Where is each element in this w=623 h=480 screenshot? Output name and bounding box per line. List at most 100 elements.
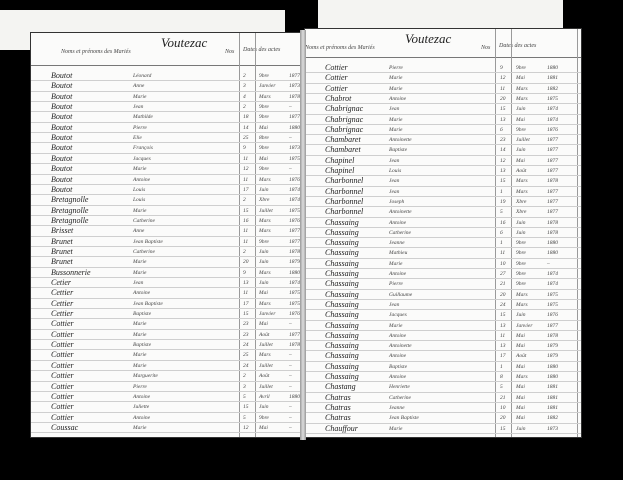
year: – (289, 352, 292, 359)
date: Juillet (259, 362, 273, 369)
given-name: Baptiste (389, 363, 408, 370)
row-rule (305, 298, 581, 300)
row-rule (31, 432, 303, 434)
date: Mars (516, 291, 528, 298)
given-name: Mathilde (133, 114, 153, 121)
year: 1880 (547, 250, 558, 257)
surname: Cetier (51, 278, 71, 287)
act-number: 12 (500, 75, 506, 82)
date: Juin (259, 248, 269, 255)
row-rule (305, 268, 581, 269)
year: 1875 (289, 300, 300, 307)
act-number: 23 (243, 331, 249, 338)
given-name: Baptiste (133, 311, 152, 318)
surname: Chassaing (325, 361, 359, 371)
act-number: 5 (500, 209, 503, 216)
date: Mai (516, 157, 525, 164)
given-name: Pierre (389, 281, 403, 288)
act-number: 9 (243, 145, 246, 152)
act-number: 15 (243, 404, 249, 411)
surname: Boutot (51, 143, 73, 153)
given-name: Pierre (133, 124, 147, 131)
surname: Chassaing (325, 269, 359, 278)
row-rule (305, 154, 581, 156)
year: 1880 (547, 240, 558, 247)
row-rule (305, 257, 581, 259)
given-name: Antoine (389, 374, 407, 380)
surname: Chassaing (325, 310, 359, 320)
surname: Boutot (51, 81, 73, 91)
given-name: Henriette (389, 384, 410, 391)
surname: Cottier (51, 360, 74, 370)
given-name: Marie (133, 352, 147, 359)
date: Mars (259, 176, 271, 183)
row-rule (31, 152, 303, 154)
year: 1877 (547, 322, 558, 329)
act-number: 15 (500, 312, 506, 319)
act-number: 15 (243, 207, 249, 214)
given-name: Pierre (133, 383, 147, 390)
surname: Chatras (325, 402, 351, 412)
date: Mars (516, 95, 528, 102)
surname: Chapinel (325, 155, 355, 165)
header-number: Nos (225, 49, 235, 55)
year: 1880 (289, 124, 300, 131)
surname: Chassaing (325, 238, 359, 248)
surname: Cettier (51, 288, 74, 298)
date: Mars (516, 374, 528, 380)
row-rule (305, 82, 581, 84)
row-rule (31, 245, 303, 247)
row-rule (31, 256, 303, 258)
surname: Boutot (51, 153, 73, 163)
surname: Chabrignac (325, 114, 364, 124)
date: Mai (259, 290, 268, 297)
date: 9bre (516, 65, 526, 71)
surname: Chastang (325, 382, 356, 392)
date: Mai (516, 116, 525, 123)
date: Mars (516, 188, 528, 195)
year: 1876 (289, 311, 300, 318)
date: Mai (516, 363, 525, 370)
year: 1877 (547, 198, 558, 205)
date: 9bre (516, 250, 526, 257)
act-number: 10 (500, 404, 506, 411)
header-names: Noms et prénoms des Mariés (61, 49, 131, 55)
act-number: 14 (243, 124, 249, 131)
header-rule (305, 57, 581, 58)
date: Juillet (259, 383, 273, 390)
surname: Bretagnolle (51, 215, 89, 225)
given-name: Anne (133, 228, 145, 235)
given-name: Jeanne (389, 404, 405, 411)
surname: Charbonnel (325, 207, 364, 217)
date: 9bre (259, 73, 269, 79)
given-name: Marie (389, 126, 403, 133)
year: 1877 (547, 188, 558, 195)
year: – (289, 404, 292, 411)
year: 1879 (289, 259, 300, 266)
surname: Chapinel (325, 166, 355, 175)
row-rule (31, 421, 303, 423)
surname: Chassaing (325, 351, 359, 361)
given-name: Jacques (133, 155, 151, 162)
given-name: Antoine (389, 95, 407, 102)
row-rule (305, 72, 581, 74)
date: 9bre (516, 260, 526, 267)
year: 1877 (547, 209, 558, 216)
date: Mars (259, 93, 271, 100)
year: 1874 (289, 280, 300, 286)
row-rule (31, 142, 303, 144)
act-number: 9 (243, 269, 246, 276)
act-number: 8 (500, 374, 503, 380)
row-rule (305, 237, 581, 239)
year: 1880 (289, 269, 300, 276)
act-number: 1 (500, 363, 503, 370)
page-title: Voutezac (405, 31, 452, 46)
act-number: 25 (243, 352, 249, 359)
surname: Chassaing (325, 372, 359, 381)
surname: Brunet (51, 257, 73, 267)
surname: Cottier (51, 412, 74, 422)
row-rule (305, 206, 581, 208)
year: 1880 (547, 363, 558, 370)
year: 1879 (547, 353, 558, 360)
given-name: Antoinette (389, 343, 412, 350)
